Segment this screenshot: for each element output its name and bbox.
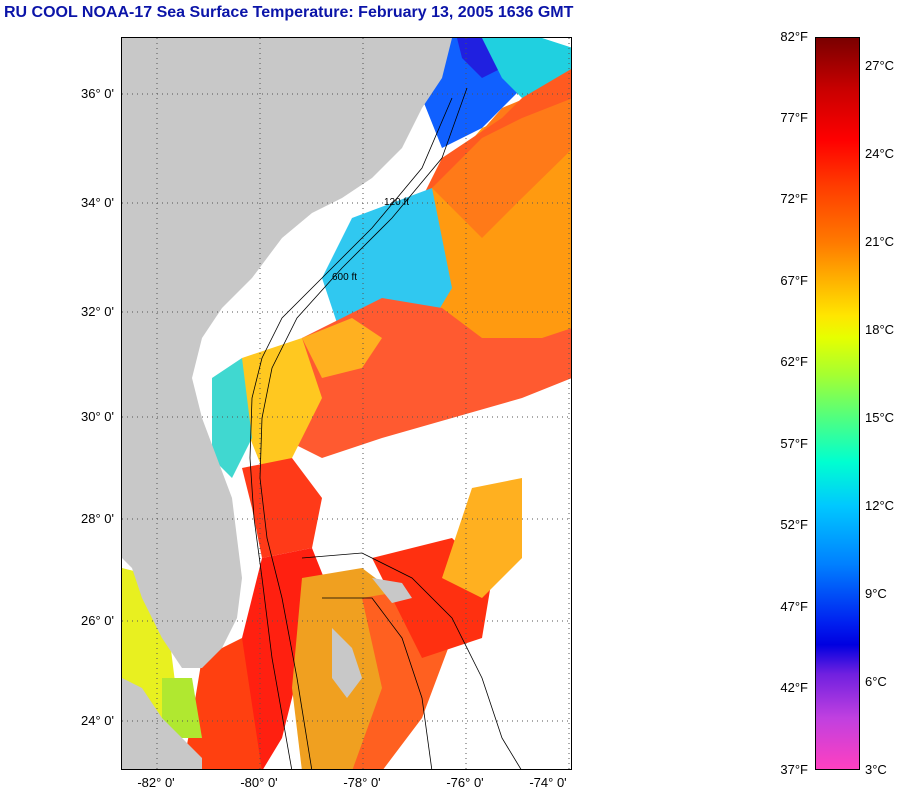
contour-label-120ft: 120 ft: [384, 197, 409, 208]
colorbar-c-21: 21°C: [865, 234, 895, 249]
colorbar-c-9: 9°C: [865, 586, 887, 601]
lon-label-82: -82° 0': [137, 775, 175, 790]
colorbar-f-37: 37°F: [780, 762, 808, 777]
sst-map[interactable]: 120 ft 600 ft: [121, 37, 572, 770]
lon-label-76: -76° 0': [446, 775, 484, 790]
depth-contours: [249, 87, 522, 769]
lat-label-24: 24° 0': [81, 713, 114, 728]
colorbar-f-77: 77°F: [780, 110, 808, 125]
lon-label-78: -78° 0': [343, 775, 381, 790]
colorbar-c-3: 3°C: [865, 762, 887, 777]
colorbar-f-52: 52°F: [780, 517, 808, 532]
colorbar-f-42: 42°F: [780, 680, 808, 695]
colorbar-f-67: 67°F: [780, 273, 808, 288]
colorbar-f-62: 62°F: [780, 354, 808, 369]
colorbar-c-24: 24°C: [865, 146, 895, 161]
sst-map-image: 120 ft 600 ft: [122, 38, 571, 769]
lon-label-74: -74° 0': [529, 775, 567, 790]
lat-label-34: 34° 0': [81, 195, 114, 210]
lat-label-36: 36° 0': [81, 86, 114, 101]
contour-label-600ft: 600 ft: [332, 272, 357, 283]
lat-label-30: 30° 0': [81, 409, 114, 424]
colorbar-c-18: 18°C: [865, 322, 895, 337]
colorbar-f-47: 47°F: [780, 599, 808, 614]
colorbar-c-12: 12°C: [865, 498, 895, 513]
map-title: RU COOL NOAA-17 Sea Surface Temperature:…: [4, 4, 574, 21]
temperature-colorbar: [815, 37, 860, 770]
colorbar-c-27: 27°C: [865, 58, 895, 73]
colorbar-f-57: 57°F: [780, 436, 808, 451]
colorbar-c-6: 6°C: [865, 674, 887, 689]
lat-label-32: 32° 0': [81, 304, 114, 319]
graticule: [122, 38, 571, 769]
lon-label-80: -80° 0': [240, 775, 278, 790]
colorbar-c-15: 15°C: [865, 410, 895, 425]
colorbar-f-82: 82°F: [780, 29, 808, 44]
lat-label-26: 26° 0': [81, 613, 114, 628]
land-areas: [122, 38, 452, 769]
ocean-temperature-fields: [122, 38, 571, 769]
lat-label-28: 28° 0': [81, 511, 114, 526]
colorbar-f-72: 72°F: [780, 191, 808, 206]
